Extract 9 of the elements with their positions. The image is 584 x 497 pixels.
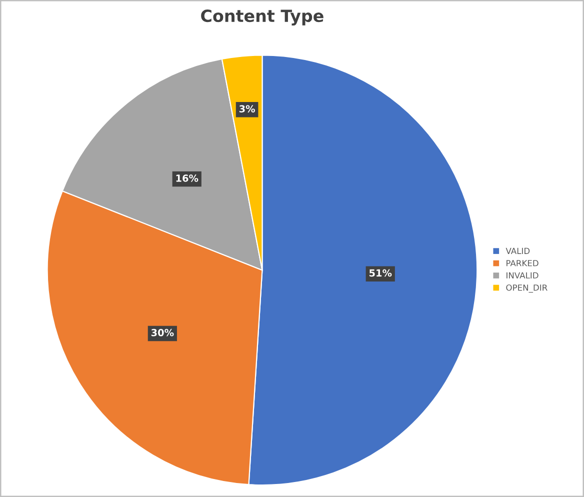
data-label: 16% bbox=[176, 174, 198, 182]
chart-title: Content Type bbox=[201, 9, 324, 26]
legend-label: INVALID bbox=[506, 272, 538, 278]
data-label: 30% bbox=[151, 328, 174, 336]
data-label: 3% bbox=[239, 105, 255, 112]
legend-label: PARKED bbox=[506, 260, 538, 266]
legend-label: OPEN_DIR bbox=[506, 284, 548, 293]
data-label: 51% bbox=[369, 269, 392, 277]
legend-label: VALID bbox=[506, 248, 530, 254]
